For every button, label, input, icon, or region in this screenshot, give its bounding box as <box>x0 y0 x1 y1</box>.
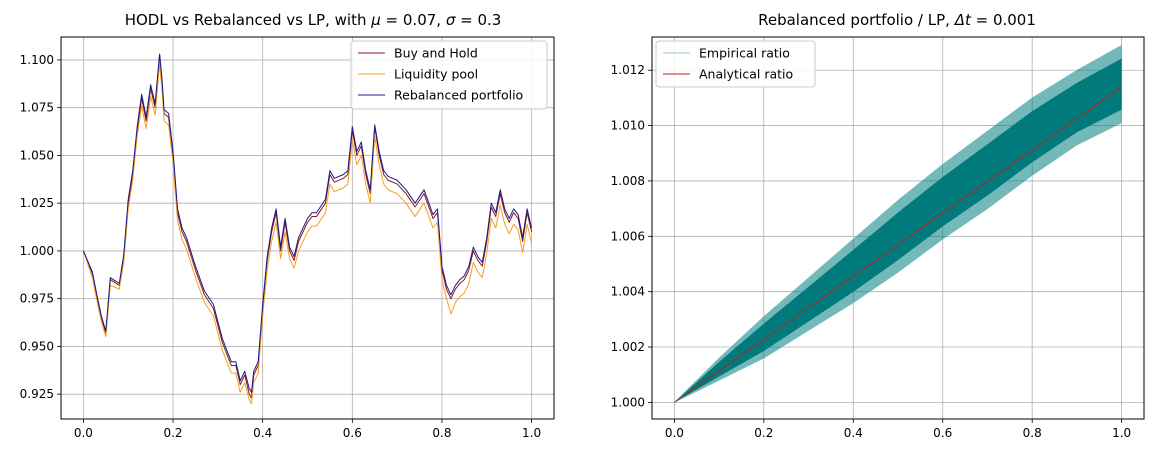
liquidity-pool-line <box>82 63 533 405</box>
legend-box <box>655 40 816 88</box>
right-series-lines <box>674 44 1122 403</box>
y-tick-label: 1.050 <box>20 148 54 162</box>
rebalanced-portfolio-line <box>82 53 533 393</box>
y-tick-label: 1.000 <box>611 395 645 409</box>
analytical-ratio-line <box>674 86 1122 403</box>
y-tick-label: 1.012 <box>611 63 645 77</box>
x-tick-label: 0.8 <box>1023 426 1042 440</box>
right-axes-frame <box>651 36 1145 420</box>
x-tick-label: 0.2 <box>754 426 773 440</box>
left-chart-title: HODL vs Rebalanced vs LP, with μ = 0.07,… <box>125 11 502 29</box>
y-tick-label: 1.002 <box>611 340 645 354</box>
left-chart-panel: HODL vs Rebalanced vs LP, with μ = 0.07,… <box>20 11 555 440</box>
y-tick-label: 1.025 <box>20 196 54 210</box>
legend-label: Rebalanced portfolio <box>394 88 523 103</box>
y-tick-label: 1.010 <box>611 119 645 133</box>
legend-box <box>350 40 548 110</box>
left-x-axis: 0.0 0.2 0.4 0.6 0.8 1.0 <box>74 419 541 440</box>
x-tick-label: 0.4 <box>844 426 863 440</box>
left-series-lines <box>82 53 533 405</box>
empirical-ratio-edge <box>674 44 1122 403</box>
x-tick-label: 0.8 <box>432 426 451 440</box>
y-tick-label: 0.975 <box>20 292 54 306</box>
y-tick-label: 1.075 <box>20 101 54 115</box>
left-axes-frame <box>60 36 555 420</box>
legend-label: Analytical ratio <box>699 67 793 82</box>
x-tick-label: 0.6 <box>933 426 952 440</box>
legend-label: Buy and Hold <box>394 46 478 61</box>
y-tick-label: 0.925 <box>20 387 54 401</box>
right-chart-title: Rebalanced portfolio / LP, Δt = 0.001 <box>758 11 1036 29</box>
left-legend: Buy and Hold Liquidity pool Rebalanced por… <box>350 40 548 110</box>
legend-label: Empirical ratio <box>699 46 790 61</box>
left-y-axis: 0.925 0.950 0.975 1.000 1.025 1.050 1.075 1.100 <box>20 53 61 401</box>
right-x-axis: 0.0 0.2 0.4 0.6 0.8 1.0 <box>665 419 1131 440</box>
y-tick-label: 1.000 <box>20 244 54 258</box>
x-tick-label: 0.6 <box>343 426 362 440</box>
y-tick-label: 1.004 <box>611 285 645 299</box>
x-tick-label: 0.2 <box>163 426 182 440</box>
x-tick-label: 0.4 <box>253 426 272 440</box>
x-tick-label: 1.0 <box>522 426 541 440</box>
right-legend: Empirical ratio Analytical ratio <box>655 40 816 88</box>
right-y-axis: 1.000 1.002 1.004 1.006 1.008 1.010 1.012 <box>611 63 652 409</box>
legend-label: Liquidity pool <box>394 67 478 82</box>
y-tick-label: 1.008 <box>611 174 645 188</box>
y-tick-label: 0.950 <box>20 339 54 353</box>
empirical-ratio-core <box>674 58 1122 403</box>
x-tick-label: 0.0 <box>665 426 684 440</box>
x-tick-label: 0.0 <box>74 426 93 440</box>
empirical-ratio-edge <box>674 122 1122 403</box>
right-chart-panel: Rebalanced portfolio / LP, Δt = 0.001 0.… <box>611 11 1145 440</box>
y-tick-label: 1.006 <box>611 229 645 243</box>
y-tick-label: 1.100 <box>20 53 54 67</box>
x-tick-label: 1.0 <box>1112 426 1131 440</box>
